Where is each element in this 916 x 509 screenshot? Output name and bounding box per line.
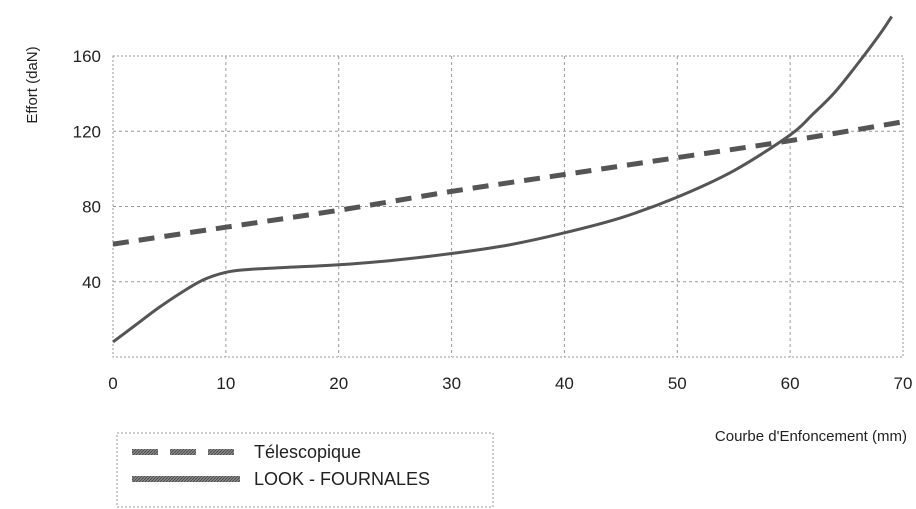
legend: Télescopique LOOK - FOURNALES: [116, 432, 494, 508]
x-tick-label: 70: [894, 374, 913, 393]
y-axis-label: Effort (daN): [24, 46, 41, 123]
x-tick-label: 60: [781, 374, 800, 393]
y-tick-label: 80: [82, 198, 101, 217]
plot-area: [112, 15, 904, 358]
series-line-look-fournales: [112, 15, 893, 344]
x-axis-label: Courbe d'Enfoncement (mm): [715, 428, 907, 445]
legend-label-telescopique: Télescopique: [254, 442, 361, 462]
x-tick-labels: 0 10 20 30 40 50 60 70: [108, 374, 912, 393]
y-tick-labels: 40 80 120 160: [73, 47, 101, 292]
x-tick-label: 20: [329, 374, 348, 393]
plot-frame: [112, 55, 904, 358]
x-tick-label: 10: [216, 374, 235, 393]
series-layer: [112, 15, 904, 344]
x-tick-label: 40: [555, 374, 574, 393]
y-tick-label: 40: [82, 273, 101, 292]
y-tick-label: 160: [73, 47, 101, 66]
x-tick-label: 0: [108, 374, 117, 393]
series-line-telescopique: [112, 119, 904, 247]
legend-label-look-fournales: LOOK - FOURNALES: [254, 469, 430, 489]
x-tick-label: 50: [668, 374, 687, 393]
x-tick-label: 30: [442, 374, 461, 393]
y-tick-label: 120: [73, 122, 101, 141]
legend-box: [116, 432, 494, 508]
grid: [113, 56, 903, 357]
